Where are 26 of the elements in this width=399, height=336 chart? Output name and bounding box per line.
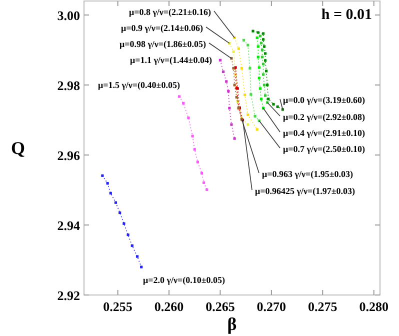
x-tick-label: 0.270 bbox=[256, 299, 286, 314]
y-tick-label: 2.94 bbox=[57, 218, 80, 233]
text: μ=0.9 γ/ν=(2.14±0.06) bbox=[120, 23, 203, 33]
text: μ=0.8 γ/ν=(2.21±0.16) bbox=[128, 7, 211, 17]
text: μ=0.96425 γ/ν=(1.97±0.03) bbox=[255, 186, 356, 196]
text: μ=0.7 γ/ν=(2.50±0.10) bbox=[283, 144, 366, 154]
series-label: μ=0.2 γ/ν=(2.92±0.08) bbox=[283, 112, 366, 122]
y-tick-label: 2.96 bbox=[57, 148, 80, 163]
x-axis-title: β bbox=[227, 314, 237, 334]
annotation: h = 0.01 bbox=[321, 7, 372, 23]
x-tick-label: 0.260 bbox=[154, 299, 184, 314]
series-label: μ=2.0 γ/ν=(0.10±0.05) bbox=[143, 275, 226, 285]
y-axis-title: Q bbox=[10, 138, 26, 158]
x-tick-label: 0.255 bbox=[103, 299, 133, 314]
text: μ=0.963 γ/ν=(1.95±0.03) bbox=[262, 169, 354, 179]
text: μ=0.98 γ/ν=(1.86±0.05) bbox=[119, 39, 206, 49]
y-tick-label: 2.92 bbox=[57, 288, 80, 303]
series-label: μ=1.1 γ/ν=(1.44±0.04) bbox=[130, 55, 212, 65]
series-label: μ=1.5 γ/ν=(0.40±0.05) bbox=[98, 80, 180, 90]
x-tick-label: 0.265 bbox=[206, 299, 236, 314]
x-tick-label: 0.275 bbox=[308, 299, 338, 314]
x-tick-label: 0.280 bbox=[359, 299, 388, 314]
series-label: μ=0.0 γ/ν=(3.19±0.60) bbox=[283, 95, 366, 105]
y-tick-label: 2.98 bbox=[57, 78, 80, 93]
text: μ=0.4 γ/ν=(2.91±0.10) bbox=[283, 128, 366, 138]
y-tick-label: 3.00 bbox=[57, 8, 80, 23]
